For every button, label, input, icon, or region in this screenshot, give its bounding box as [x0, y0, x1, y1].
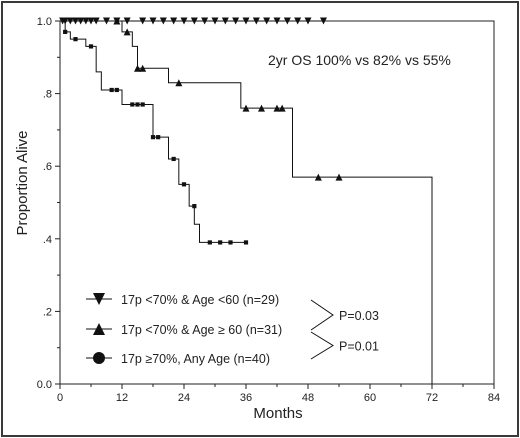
legend-marker: [93, 323, 105, 335]
censor-mark: [135, 102, 140, 107]
legend-label: 17p <70% & Age <60 (n=29): [121, 293, 279, 307]
x-tick-label: 24: [178, 392, 190, 404]
censor-mark: [211, 17, 219, 25]
censor-mark: [228, 240, 233, 245]
censor-mark: [207, 240, 212, 245]
censor-mark: [114, 87, 119, 93]
censor-mark: [273, 104, 281, 112]
y-tick-label: .4: [43, 234, 52, 246]
censor-mark: [243, 240, 249, 245]
censor-mark: [170, 17, 178, 25]
legend-label: 17p <70% & Age ≥ 60 (n=31): [121, 323, 282, 337]
y-tick-label: .8: [43, 89, 52, 101]
y-tick-label: 0.0: [37, 379, 52, 391]
x-tick-label: 48: [302, 392, 314, 404]
censor-mark: [192, 204, 197, 209]
censor-mark: [314, 173, 322, 181]
censor-mark: [242, 104, 250, 112]
censor-mark: [139, 17, 147, 25]
censor-mark: [175, 79, 183, 87]
censor-mark: [63, 29, 68, 34]
censor-mark: [232, 17, 240, 25]
censor-mark: [156, 135, 161, 140]
censor-mark: [113, 17, 121, 25]
censor-mark: [149, 17, 157, 25]
censor-mark: [263, 17, 271, 25]
censor-mark: [109, 87, 114, 93]
x-tick-label: 36: [240, 392, 252, 404]
censor-mark: [258, 104, 265, 112]
censor-mark: [304, 17, 312, 25]
x-tick-label: 72: [426, 392, 438, 404]
y-tick-label: 1.0: [37, 16, 52, 28]
censor-mark: [139, 64, 147, 72]
censor-mark: [190, 17, 198, 25]
p-value-label: P=0.03: [339, 309, 379, 323]
x-axis-label: Months: [253, 405, 302, 422]
censor-mark: [278, 104, 286, 112]
censor-mark: [201, 17, 209, 25]
censor-mark: [181, 182, 187, 187]
censor-mark: [88, 44, 94, 49]
y-tick-label: .2: [43, 306, 52, 318]
y-tick-label: .6: [43, 161, 52, 173]
censor-mark: [123, 17, 131, 25]
censor-mark: [130, 102, 135, 107]
x-tick-label: 0: [57, 392, 63, 404]
survival-chart: 0 12 24 36 48 60 72 84 0.0 .2 .4 .6 .8 1.0 Proportion…: [14, 16, 500, 422]
censor-mark: [273, 17, 281, 25]
censor-mark: [335, 173, 343, 181]
censor-mark: [180, 17, 188, 25]
legend-marker: [93, 352, 105, 364]
censor-mark: [252, 17, 260, 25]
series-line-3: [60, 20, 246, 243]
censor-mark: [218, 240, 223, 245]
x-tick-label: 84: [488, 392, 500, 404]
p-value-bracket: [310, 331, 334, 360]
x-tick-label: 12: [116, 392, 128, 404]
survival-annotation: 2yr OS 100% vs 82% vs 55%: [268, 52, 451, 68]
censor-mark: [221, 17, 229, 25]
censor-mark: [150, 135, 156, 140]
axes: 0 12 24 36 48 60 72 84 0.0 .2 .4 .6 .8 1.0: [37, 16, 500, 404]
censor-mark: [140, 102, 145, 107]
censor-mark: [294, 17, 302, 25]
censor-mark: [171, 156, 176, 162]
censor-mark: [159, 17, 167, 25]
censor-mark: [134, 64, 141, 72]
p-value-bracket: [310, 299, 334, 331]
series-group: [59, 17, 433, 384]
censor-mark: [283, 17, 291, 25]
censor-mark: [123, 28, 131, 36]
legend-marker: [93, 293, 105, 305]
legend-label: 17p ≥70%, Any Age (n=40): [121, 352, 270, 366]
p-value-label: P=0.01: [339, 340, 379, 354]
censor-mark: [73, 37, 78, 42]
x-tick-label: 60: [364, 392, 376, 404]
censor-mark: [320, 17, 327, 25]
censor-mark: [242, 17, 250, 25]
legend: 17p <70% & Age <60 (n=29) 17p <70% & Age …: [86, 293, 379, 366]
y-axis-label: Proportion Alive: [14, 130, 31, 235]
